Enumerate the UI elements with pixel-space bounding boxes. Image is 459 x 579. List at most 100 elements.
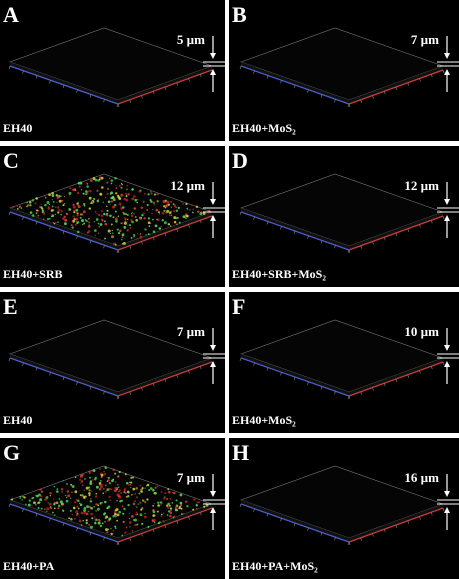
biofilm-dot	[114, 210, 117, 213]
biofilm-dot	[74, 517, 76, 520]
biofilm-dot	[45, 197, 47, 199]
biofilm-dot	[51, 199, 53, 201]
biofilm-dot	[85, 193, 88, 196]
biofilm-dot	[134, 500, 136, 502]
biofilm-dot	[146, 485, 148, 487]
arrow-head	[210, 345, 216, 351]
biofilm-dot	[37, 506, 40, 509]
axis-tick	[176, 82, 179, 86]
thickness-label: 7 µm	[411, 32, 439, 47]
panel: D 12 µm EH40+SRB+MoS₂	[229, 146, 459, 287]
biofilm-dot	[99, 223, 103, 226]
biofilm-dot	[81, 219, 84, 223]
sample-label: EH40+PA+MoS₂	[232, 559, 318, 573]
biofilm-dot	[117, 475, 120, 478]
biofilm-dot	[62, 509, 65, 512]
biofilm-dot	[62, 480, 64, 482]
biofilm-dot	[75, 498, 78, 501]
axis-tick	[320, 94, 323, 98]
biofilm-dot	[100, 214, 104, 217]
biofilm-dot	[169, 214, 171, 216]
biofilm-dot	[134, 493, 136, 495]
biofilm-dot	[81, 496, 83, 498]
biofilm-dot	[75, 208, 79, 212]
biofilm-dot	[170, 201, 173, 203]
biofilm-dot	[116, 500, 118, 502]
biofilm-dot	[154, 486, 157, 489]
biofilm-dot	[124, 220, 126, 223]
axis-tick	[395, 86, 398, 91]
biofilm-dot	[180, 513, 183, 516]
biofilm-dot	[169, 514, 172, 518]
biofilm-dot	[153, 204, 155, 206]
biofilm-dot	[65, 494, 67, 496]
axis-tick	[22, 216, 24, 220]
biofilm-dot	[88, 221, 91, 224]
biofilm-dot	[134, 518, 137, 522]
axis-tick	[117, 395, 120, 400]
axis-tick	[348, 103, 351, 108]
biofilm-dot	[116, 194, 120, 197]
biofilm-dot	[90, 498, 92, 500]
biofilm-dot	[131, 188, 134, 191]
biofilm-dot	[160, 491, 163, 493]
axis-tick	[395, 524, 398, 529]
biofilm-dot	[127, 218, 129, 221]
biofilm-dot	[202, 212, 206, 215]
biofilm-dot	[47, 206, 51, 210]
biofilm-dot	[131, 197, 135, 201]
biofilm-dot	[150, 200, 153, 203]
biofilm-dot	[66, 213, 69, 216]
biofilm-dot	[46, 507, 50, 511]
axis-tick	[129, 245, 132, 249]
biofilm-dot	[106, 212, 109, 215]
arrow-head	[444, 345, 450, 351]
biofilm-dot	[61, 502, 64, 506]
biofilm-dot	[81, 473, 84, 476]
biofilm-dot	[146, 203, 149, 207]
biofilm-dot	[90, 179, 93, 182]
biofilm-dot	[114, 525, 117, 528]
biofilm-dot	[153, 502, 155, 505]
slab-side	[118, 504, 212, 542]
axis-tick	[22, 70, 24, 74]
biofilm-dot	[112, 206, 115, 209]
biofilm-dot	[163, 209, 166, 212]
biofilm-dot	[88, 494, 91, 497]
arrow-head	[444, 53, 450, 59]
biofilm-dot	[95, 518, 98, 522]
biofilm-dot	[186, 208, 189, 211]
axis-tick	[117, 541, 120, 546]
axis-tick	[62, 522, 65, 527]
biofilm-dot	[60, 209, 62, 211]
biofilm-dot	[128, 521, 132, 524]
biofilm-dot	[152, 201, 155, 204]
axis-tick	[103, 99, 105, 103]
biofilm-dot	[98, 178, 101, 181]
biofilm-dot	[100, 176, 104, 180]
biofilm-dot	[51, 194, 55, 197]
arrow-head	[210, 361, 216, 367]
biofilm-dot	[79, 494, 82, 497]
biofilm-dot	[117, 486, 120, 489]
biofilm-dot	[52, 221, 55, 224]
biofilm-dot	[39, 206, 41, 208]
biofilm-dot	[176, 509, 179, 512]
panel-letter: B	[232, 2, 247, 27]
axis-tick	[8, 503, 11, 508]
biofilm-dot	[197, 210, 200, 213]
biofilm-dot	[140, 508, 143, 511]
biofilm-dot	[82, 202, 86, 206]
biofilm-dot	[91, 470, 93, 472]
biofilm-dot	[70, 517, 73, 521]
biofilm-dot	[137, 198, 139, 201]
biofilm-dot	[111, 488, 113, 490]
biofilm-dot	[143, 515, 147, 519]
axis-tick	[76, 381, 78, 385]
biofilm-dot	[79, 478, 82, 481]
biofilm-dot	[165, 204, 168, 208]
thickness-label: 7 µm	[177, 324, 205, 339]
biofilm-dot	[63, 215, 66, 219]
biofilm-dot	[106, 488, 110, 492]
biofilm-dot	[79, 503, 83, 507]
